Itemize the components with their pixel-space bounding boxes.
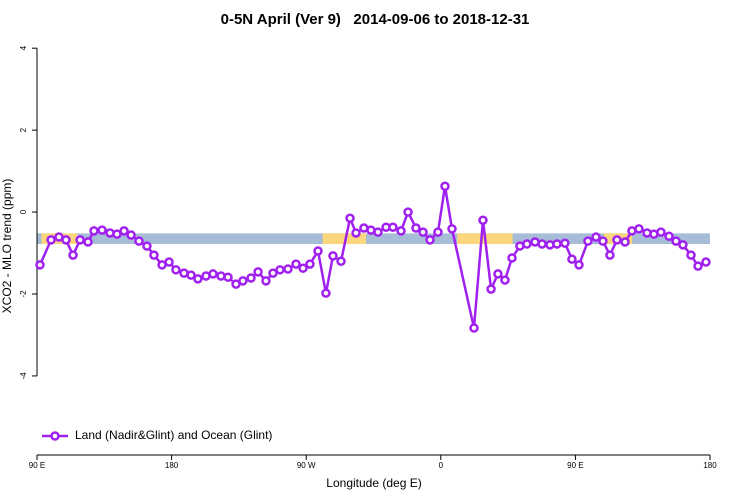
point — [493, 269, 503, 279]
point — [186, 270, 196, 280]
point — [305, 259, 315, 269]
point — [261, 276, 271, 286]
point — [134, 236, 144, 246]
chart-title: 0-5N April (Ver 9) 2014-09-06 to 2018-12… — [221, 11, 530, 28]
point — [469, 323, 479, 333]
y-tick-label: 0 — [19, 209, 28, 214]
point — [396, 226, 406, 236]
point — [283, 264, 293, 274]
point — [328, 251, 338, 261]
y-axis-label: XCO2 - MLO trend (ppm) — [0, 179, 14, 314]
point — [574, 260, 584, 270]
x-tick-label: 180 — [703, 461, 717, 470]
point — [83, 237, 93, 247]
point — [634, 224, 644, 234]
y-tick-label: 2 — [19, 127, 28, 132]
point — [620, 237, 630, 247]
point — [507, 253, 517, 263]
point — [605, 250, 615, 260]
point — [321, 288, 331, 298]
point — [75, 235, 85, 245]
x-tick-label: 180 — [165, 461, 179, 470]
point — [345, 213, 355, 223]
point — [313, 246, 323, 256]
point — [351, 228, 361, 238]
point — [298, 263, 308, 273]
legend-label: Land (Nadir&Glint) and Ocean (Glint) — [75, 428, 272, 442]
point — [678, 240, 688, 250]
x-tick-label: 0 — [439, 461, 444, 470]
point — [686, 250, 696, 260]
point — [478, 215, 488, 226]
point — [193, 274, 203, 284]
point — [149, 250, 159, 260]
point — [208, 269, 218, 279]
point — [403, 207, 413, 217]
point — [433, 227, 443, 237]
ocean-band — [37, 233, 710, 245]
point — [425, 235, 435, 245]
point — [61, 235, 71, 245]
point — [693, 261, 703, 271]
point — [223, 272, 233, 282]
point — [418, 227, 428, 237]
point — [567, 254, 577, 264]
point — [560, 238, 570, 248]
point — [373, 227, 383, 237]
point — [46, 235, 56, 245]
point — [486, 284, 496, 294]
point — [537, 239, 547, 249]
point — [583, 236, 593, 246]
x-tick-label: 90 E — [567, 461, 583, 470]
point — [126, 230, 136, 240]
point — [238, 276, 248, 286]
point — [97, 225, 107, 235]
point — [701, 257, 711, 267]
legend-marker — [50, 431, 60, 441]
x-tick-label: 90 E — [29, 461, 45, 470]
point — [440, 181, 450, 192]
point — [171, 265, 181, 275]
point — [112, 229, 122, 239]
point — [89, 226, 99, 236]
x-axis-label: Longitude (deg E) — [326, 476, 421, 490]
point — [35, 260, 45, 270]
point — [336, 256, 346, 266]
point — [591, 232, 601, 242]
point — [612, 235, 622, 245]
point — [411, 223, 421, 233]
point — [664, 231, 674, 241]
y-tick-label: 4 — [19, 45, 28, 50]
point — [119, 226, 129, 236]
point — [253, 267, 263, 277]
point — [598, 236, 608, 246]
point — [164, 257, 174, 267]
point — [522, 239, 532, 249]
point — [268, 268, 278, 278]
land-band — [322, 233, 367, 245]
point — [552, 239, 562, 249]
y-tick-label: -2 — [19, 290, 28, 298]
point — [68, 250, 78, 260]
point — [500, 275, 510, 285]
point — [142, 241, 152, 251]
point — [388, 222, 398, 232]
point — [291, 259, 301, 269]
point — [275, 265, 285, 275]
point — [447, 224, 457, 234]
x-tick-label: 90 W — [297, 461, 316, 470]
y-tick-label: -4 — [19, 372, 28, 380]
point — [246, 273, 256, 283]
point — [656, 227, 666, 237]
point — [671, 236, 681, 246]
